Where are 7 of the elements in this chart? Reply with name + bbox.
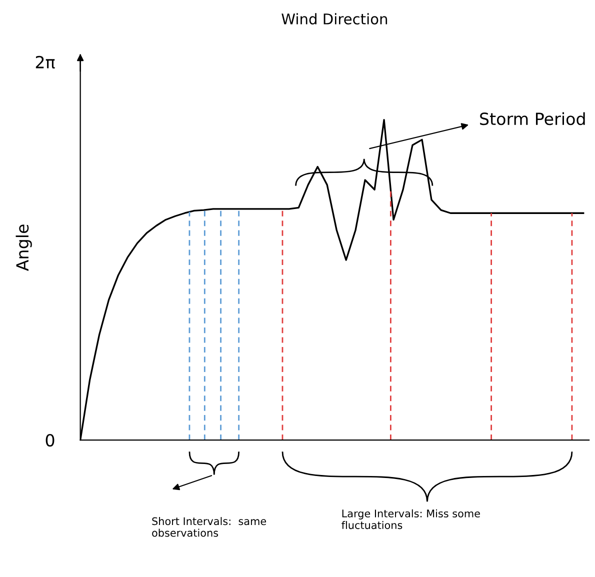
text: Large Intervals: Miss some fluctuations xyxy=(342,509,480,530)
y-tick-label: 2π xyxy=(36,56,55,69)
y-tick-label: 0 xyxy=(46,434,54,447)
chart-title: Wind Direction xyxy=(282,13,388,24)
y-axis-title: Angle xyxy=(16,224,32,271)
annotation: Storm Period xyxy=(480,112,585,126)
text: Short Intervals: same observations xyxy=(152,517,266,537)
